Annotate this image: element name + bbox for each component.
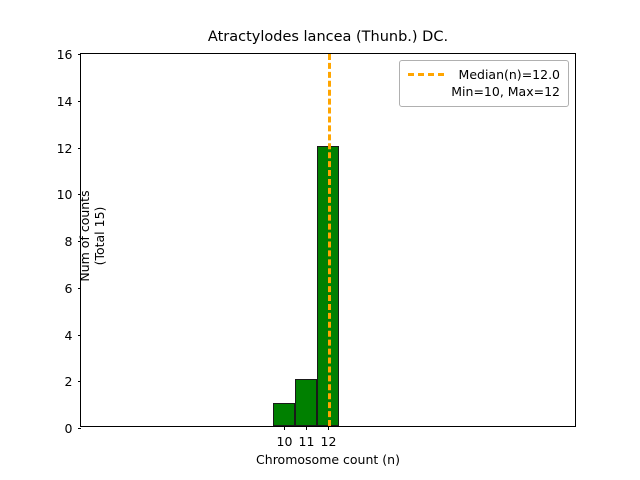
x-tick-11: 11 xyxy=(299,426,314,449)
chart-legend: Median(n)=12.0 Min=10, Max=12 xyxy=(399,60,569,107)
legend-text: Median(n)=12.0 Min=10, Max=12 xyxy=(451,66,560,100)
chart-title: Atractylodes lancea (Thunb.) DC. xyxy=(207,29,449,45)
bar-11 xyxy=(294,379,317,426)
plot-area: Num of counts (Total 15) 0 2 4 6 8 10 12 … xyxy=(57,47,576,449)
x-tick-label-10: 10 xyxy=(276,433,293,449)
y-tick-label-10: 10 xyxy=(56,187,73,203)
y-tick-10: 10 xyxy=(57,187,81,202)
y-tick-label-2: 2 xyxy=(64,374,73,390)
bar-10 xyxy=(272,402,295,426)
y-axis-label: Num of counts (Total 15) xyxy=(77,49,107,423)
y-tick-label-4: 4 xyxy=(64,327,73,343)
y-tick-label-6: 6 xyxy=(64,280,73,296)
y-axis-label-line1: Num of counts xyxy=(77,190,92,282)
y-tick-label-12: 12 xyxy=(56,140,73,156)
y-tick-12: 12 xyxy=(57,141,81,156)
y-tick-label-16: 16 xyxy=(56,47,73,62)
x-tick-label-11: 11 xyxy=(298,433,315,449)
x-axis-label: Chromosome count (n) xyxy=(256,452,400,467)
legend-median-line-swatch xyxy=(408,73,445,76)
y-axis-label-line2: (Total 15) xyxy=(92,206,107,266)
y-tick-0: 0 xyxy=(65,421,81,436)
x-tick-label-12: 12 xyxy=(320,433,337,449)
y-tick-4: 4 xyxy=(65,328,81,343)
legend-median-label: Median(n)=12.0 xyxy=(458,67,560,82)
y-tick-14: 14 xyxy=(57,94,81,109)
y-tick-6: 6 xyxy=(65,281,81,296)
median-line xyxy=(327,54,331,426)
y-tick-2: 2 xyxy=(65,374,81,389)
y-tick-16: 16 xyxy=(57,47,81,62)
y-tick-8: 8 xyxy=(65,234,81,249)
y-tick-label-0: 0 xyxy=(64,421,73,436)
y-tick-label-8: 8 xyxy=(64,234,73,249)
y-tick-label-14: 14 xyxy=(56,93,73,109)
x-tick-12: 12 xyxy=(321,426,336,449)
x-tick-10: 10 xyxy=(277,426,292,449)
legend-range-label: Min=10, Max=12 xyxy=(451,84,560,99)
